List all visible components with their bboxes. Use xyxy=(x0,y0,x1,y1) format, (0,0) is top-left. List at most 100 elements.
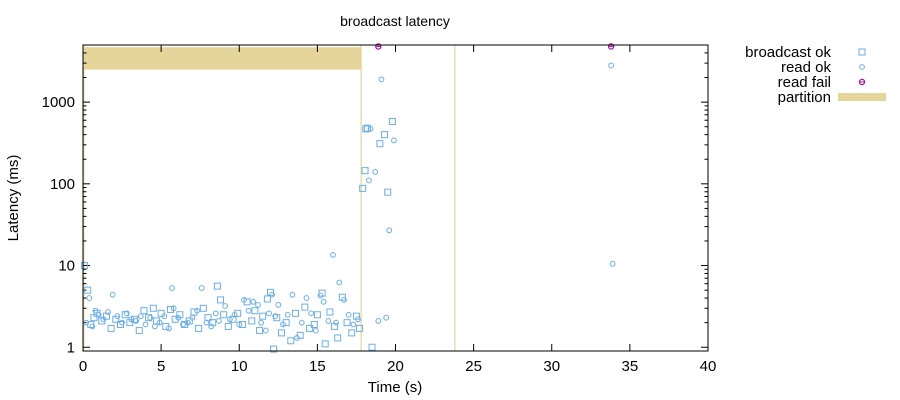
read-ok-point xyxy=(198,285,205,291)
x-tick-label: 5 xyxy=(157,358,165,375)
read-ok-point xyxy=(258,319,265,326)
broadcast-ok-point xyxy=(326,308,334,316)
broadcast-ok-point xyxy=(301,303,309,311)
broadcast-ok-point xyxy=(306,324,314,332)
x-tick-label: 10 xyxy=(231,358,248,375)
read-ok-point xyxy=(367,126,374,132)
read-ok-point xyxy=(86,295,93,301)
read-ok-point xyxy=(275,301,282,308)
read-ok-point xyxy=(114,313,121,320)
y-axis-label: Latency (ms) xyxy=(5,155,22,242)
legend-label: read ok xyxy=(781,59,832,76)
broadcast-ok-point xyxy=(167,305,174,313)
broadcast-ok-point xyxy=(251,307,259,315)
broadcast-ok-point xyxy=(259,312,267,320)
broadcast-ok-point xyxy=(112,315,120,323)
read-ok-point xyxy=(109,291,116,298)
broadcast-ok-point xyxy=(363,124,371,132)
read-ok-point xyxy=(231,311,238,318)
read-ok-point xyxy=(212,310,219,317)
read-ok-point xyxy=(245,307,252,314)
read-ok-point xyxy=(262,327,269,334)
broadcast-ok-point xyxy=(238,320,246,328)
read-ok-point xyxy=(280,321,286,328)
read-ok-point xyxy=(166,325,172,332)
x-tick-label: 35 xyxy=(622,358,639,375)
broadcast-ok-point xyxy=(338,293,346,301)
y-tick-label: 1 xyxy=(67,339,75,356)
broadcast-ok-point xyxy=(145,314,153,322)
broadcast-ok-point xyxy=(140,307,148,315)
legend-label: partition xyxy=(778,89,831,106)
read-ok-point xyxy=(241,296,247,303)
broadcast-ok-point xyxy=(282,319,290,327)
read-ok-point xyxy=(312,327,319,334)
broadcast-ok-point xyxy=(292,309,299,317)
y-tick-label: 1000 xyxy=(42,94,75,111)
broadcast-ok-point xyxy=(217,296,224,304)
read-ok-point xyxy=(345,311,352,318)
broadcast-ok-point xyxy=(213,282,221,290)
read-ok-point xyxy=(355,316,361,323)
read-ok-point xyxy=(333,319,340,326)
broadcast-ok-point xyxy=(310,320,318,328)
broadcast-ok-point xyxy=(368,343,376,351)
x-tick-labels: 0 5 10 15 20 25 30 35 40 xyxy=(79,358,717,375)
broadcast-ok-point xyxy=(181,320,189,328)
read-ok-point xyxy=(169,285,175,291)
broadcast-ok-point xyxy=(313,311,321,319)
broadcast-ok-point xyxy=(234,309,242,317)
read-fail-point xyxy=(375,43,382,50)
read-ok-point xyxy=(123,310,130,317)
read-ok-point xyxy=(147,314,154,321)
read-ok-point xyxy=(137,313,144,320)
broadcast-ok-point xyxy=(190,308,198,316)
broadcast-ok-point xyxy=(384,188,392,196)
read-fail-point xyxy=(607,43,615,50)
read-ok-point xyxy=(119,319,125,326)
read-ok-point xyxy=(184,319,191,326)
read-ok-point xyxy=(336,279,343,286)
read-ok-point xyxy=(105,309,111,315)
broadcast-ok-point xyxy=(135,327,143,335)
read-ok-point xyxy=(170,305,177,312)
read-ok-point xyxy=(175,314,182,321)
read-ok-point xyxy=(100,316,107,323)
broadcast-ok-point xyxy=(334,334,342,342)
y-tick-label: 100 xyxy=(50,176,75,193)
read-ok-point xyxy=(609,260,616,267)
read-ok-point xyxy=(203,319,210,326)
read-ok-point xyxy=(391,137,397,144)
read-ok-point xyxy=(83,319,90,326)
broadcast-ok-point xyxy=(388,117,396,125)
read-ok-point xyxy=(317,292,324,299)
broadcast-ok-point xyxy=(270,345,278,353)
read-ok-point xyxy=(194,307,200,314)
read-ok-point xyxy=(383,314,390,321)
legend-swatch xyxy=(858,78,866,86)
read-ok-point xyxy=(320,298,327,305)
read-ok-point xyxy=(303,295,310,301)
read-ok-point xyxy=(250,298,257,305)
read-ok-point xyxy=(298,319,305,326)
legend-label: broadcast ok xyxy=(745,44,831,61)
broadcast-ok-point xyxy=(277,329,285,337)
broadcast-ok-point xyxy=(263,295,271,303)
read-ok-point xyxy=(350,321,357,328)
broadcast-ok-point xyxy=(381,131,389,139)
read-ok-point xyxy=(216,318,222,324)
legend-swatch xyxy=(858,48,866,56)
read-ok-point xyxy=(208,323,215,330)
broadcast-ok-point xyxy=(107,324,115,332)
legend-swatch-partition xyxy=(838,93,886,101)
read-ok-point xyxy=(161,313,168,320)
broadcast-ok-point xyxy=(356,324,364,332)
y-tick-labels: 1 10 100 1000 xyxy=(42,94,75,356)
broadcast-ok-point xyxy=(343,319,351,327)
read-ok-point xyxy=(378,76,385,83)
broadcast-ok-point xyxy=(321,340,329,348)
read-ok-point xyxy=(226,316,233,323)
read-ok-point xyxy=(372,168,379,175)
broadcast-ok-point xyxy=(287,337,295,345)
